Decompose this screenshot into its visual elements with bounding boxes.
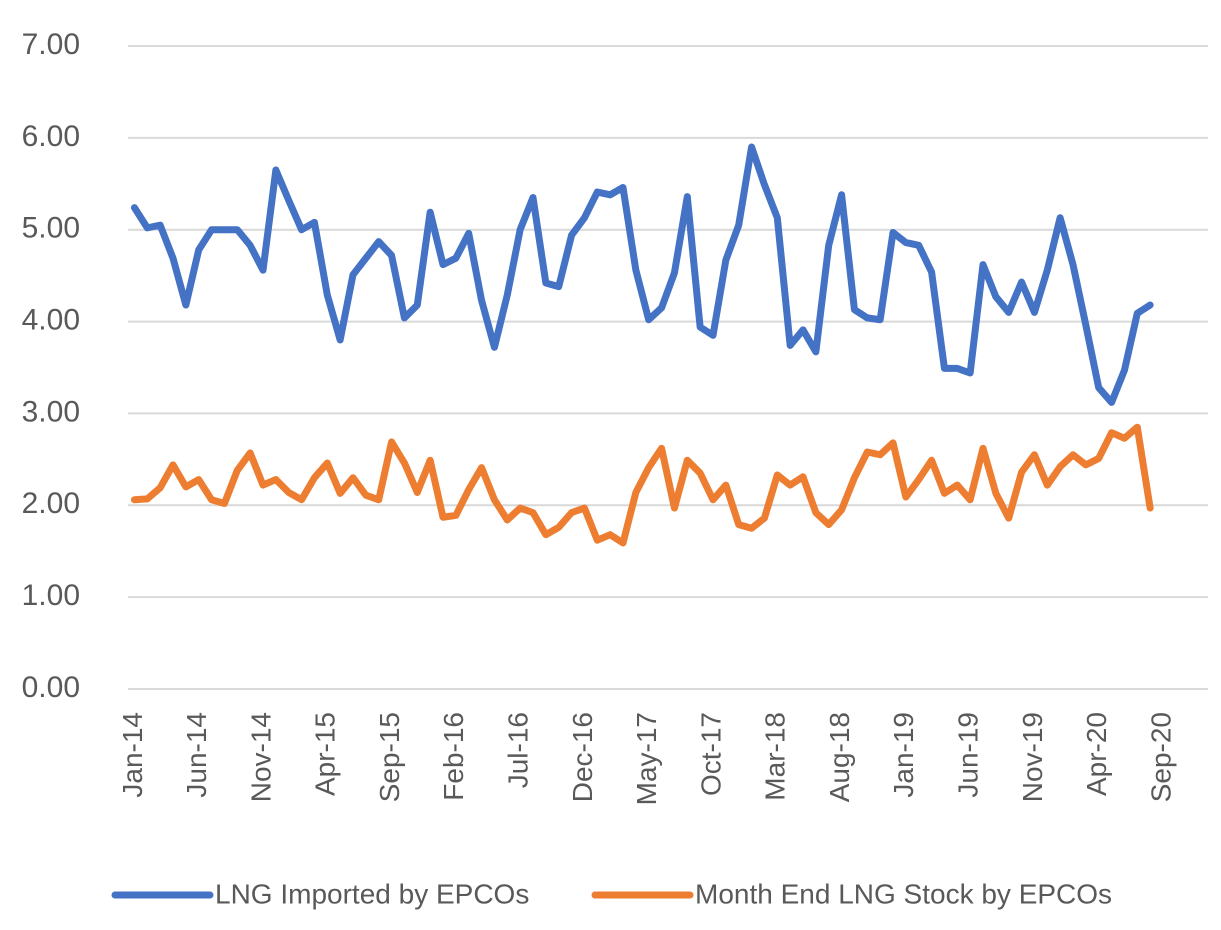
y-tick-label: 1.00 <box>22 579 80 612</box>
x-tick-label: Nov-14 <box>245 712 276 802</box>
x-tick-label: Oct-17 <box>695 712 726 796</box>
x-tick-label: Jan-19 <box>888 712 919 798</box>
x-tick-label: Sep-20 <box>1145 712 1176 802</box>
y-tick-label: 0.00 <box>22 671 80 704</box>
x-tick-label: Nov-19 <box>1017 712 1048 802</box>
x-tick-label: Jun-14 <box>181 712 212 798</box>
legend-label: Month End LNG Stock by EPCOs <box>695 878 1112 909</box>
x-tick-label: Dec-16 <box>567 712 598 802</box>
y-tick-label: 6.00 <box>22 120 80 153</box>
y-tick-label: 2.00 <box>22 487 80 520</box>
y-tick-label: 4.00 <box>22 303 80 336</box>
x-tick-label: Aug-18 <box>824 712 855 802</box>
x-tick-label: Jul-16 <box>503 712 534 788</box>
y-tick-label: 3.00 <box>22 395 80 428</box>
x-tick-label: Apr-15 <box>310 712 341 796</box>
x-tick-label: May-17 <box>631 712 662 805</box>
legend-label: LNG Imported by EPCOs <box>215 878 529 909</box>
x-tick-label: Jun-19 <box>953 712 984 798</box>
data-line <box>130 143 1154 406</box>
x-tick-label: Sep-15 <box>374 712 405 802</box>
y-tick-label: 5.00 <box>22 212 80 245</box>
y-tick-label: 7.00 <box>22 28 80 61</box>
x-tick-label: Apr-20 <box>1081 712 1112 796</box>
x-tick-label: Feb-16 <box>438 712 469 801</box>
data-line <box>130 423 1154 547</box>
x-tick-label: Mar-18 <box>760 712 791 801</box>
x-tick-label: Jan-14 <box>117 712 148 798</box>
